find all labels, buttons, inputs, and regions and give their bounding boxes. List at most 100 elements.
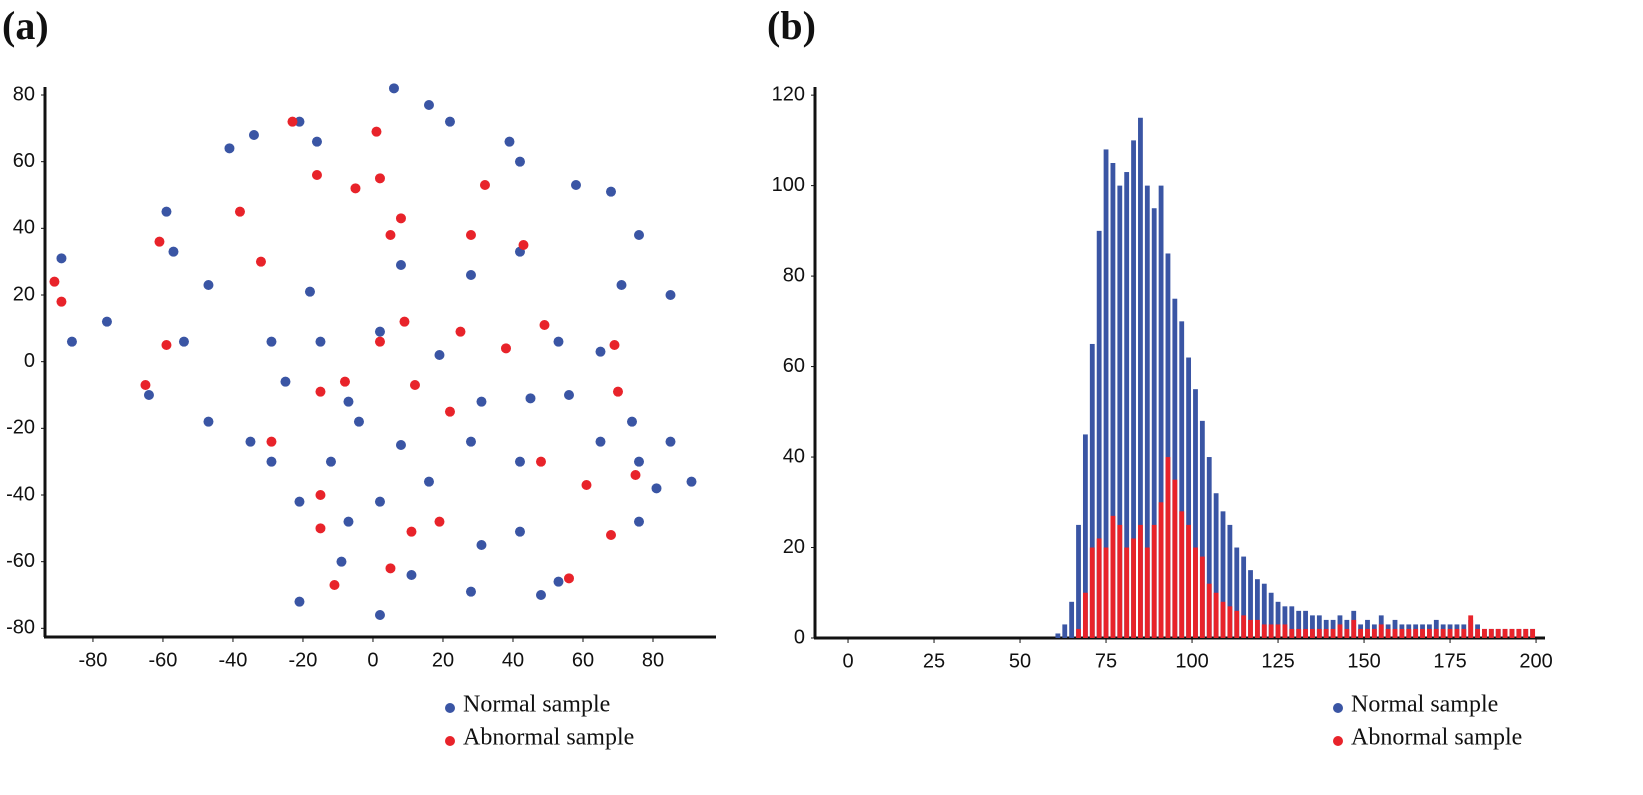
legend-marker [1333,736,1343,746]
point [605,186,616,197]
histogram-bar [1427,628,1432,638]
point [406,526,417,537]
histogram-bar [1516,628,1522,638]
point [154,236,165,247]
point [203,416,214,427]
point [633,456,644,467]
histogram-bar [1413,628,1419,638]
point [374,496,385,507]
histogram-bar [1248,570,1253,638]
histogram-bar [1482,628,1487,638]
histogram-bar [1220,511,1226,638]
point [343,396,354,407]
histogram-bar [1316,628,1322,638]
point [266,436,277,447]
histogram-bar [1495,628,1501,638]
histogram-bar [1378,624,1384,638]
point [315,490,326,500]
histogram-bar [1254,579,1260,638]
point [66,336,77,347]
point [553,336,564,347]
point [374,610,385,620]
histogram-bar [1268,624,1274,638]
point [395,440,406,450]
legend-label: Abnormal sample [463,725,634,751]
x-tick-label: 20 [432,649,454,671]
point [500,343,511,354]
x-tick-label: 100 [1175,650,1208,672]
point [311,170,322,180]
histogram-bar [1069,601,1075,638]
histogram-bar [1399,628,1405,638]
y-tick-label: 20 [13,283,35,305]
histogram-bar [1131,538,1136,638]
histogram-bar [1468,615,1474,638]
x-tick-label: -80 [79,649,108,671]
point [539,320,550,330]
point [455,326,466,337]
histogram-bar [1193,389,1198,638]
point [535,456,546,467]
histogram-bar [1282,606,1288,638]
point [630,470,641,480]
x-tick-label: 75 [1095,650,1117,672]
histogram-bar [1110,163,1116,638]
histogram-bar [1124,547,1130,638]
point [605,530,616,540]
y-tick-label: 40 [13,217,35,239]
point [444,116,455,127]
point [665,290,676,300]
histogram-bar [1337,624,1343,638]
panel-label: (a) [2,3,49,48]
histogram-bar [1110,515,1116,638]
histogram-bar [1179,321,1185,638]
x-tick-label: -60 [149,649,178,671]
histogram-bar [1165,253,1171,638]
point [343,516,354,527]
histogram-bar [1420,628,1425,638]
histogram-bar [1447,628,1453,638]
histogram-bar [1392,628,1398,638]
point [465,586,476,597]
x-tick-label: 125 [1261,650,1294,672]
point [374,173,385,184]
histogram-bar [1124,172,1130,639]
histogram-bar [1131,140,1136,638]
histogram-bar [1144,185,1150,638]
point [395,260,406,270]
point [311,136,322,147]
point [595,346,606,357]
histogram-bar [1296,628,1302,638]
legend-label: Normal sample [463,692,610,718]
histogram-bar [1103,547,1109,638]
histogram-bar [1213,592,1219,638]
point [353,416,364,427]
histogram-bar [1303,610,1308,638]
histogram-bar [1138,524,1143,638]
x-tick-label: 40 [502,649,524,671]
point [553,576,564,587]
y-tick-label: 0 [24,350,35,372]
x-tick-label: 60 [572,649,594,671]
point [385,563,396,574]
histogram-bar [1509,628,1515,638]
point [581,480,592,490]
histogram-bar [1186,357,1192,638]
point [395,213,406,224]
point [609,340,620,350]
point [518,240,529,250]
histogram-bar [1199,420,1205,638]
histogram-bar [1199,556,1205,638]
point [350,183,361,194]
point [409,380,420,390]
point [178,336,189,347]
histogram-bar [1289,606,1295,638]
point [248,130,259,140]
point [616,280,627,290]
histogram-bar [1371,628,1377,638]
histogram-bar [1089,343,1095,638]
point [406,570,417,580]
histogram-bar [1454,628,1460,638]
panel-label: (b) [767,3,816,48]
